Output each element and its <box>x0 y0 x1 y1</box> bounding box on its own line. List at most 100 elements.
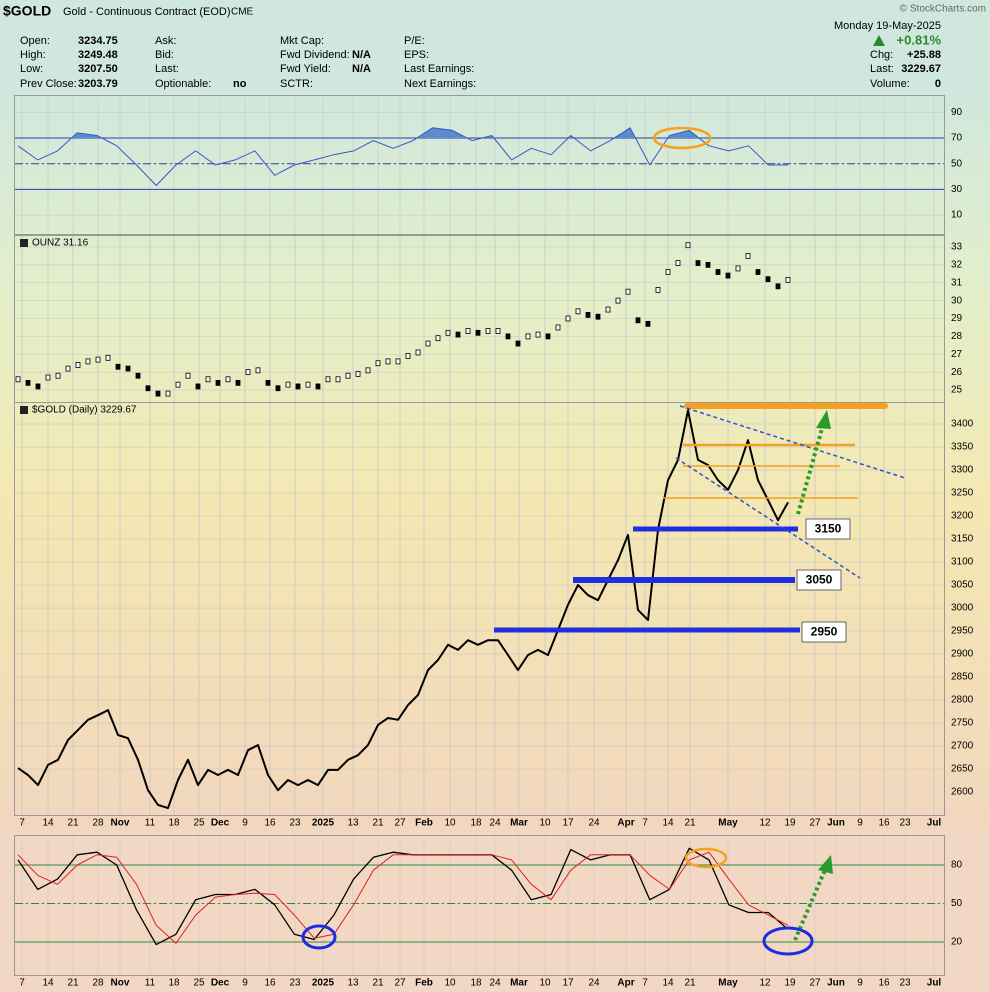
info-label: EPS: <box>404 49 429 61</box>
info-value: 3249.48 <box>78 49 118 61</box>
x-tick-label: Jul <box>927 818 942 829</box>
close-mark <box>475 329 481 336</box>
close-mark <box>595 313 601 320</box>
close-mark <box>775 283 781 290</box>
info-label: Bid: <box>155 49 174 61</box>
info-label: Mkt Cap: <box>280 35 324 47</box>
close-mark <box>15 376 21 383</box>
green-arrowhead <box>816 410 831 429</box>
close-mark <box>305 381 311 388</box>
close-mark <box>605 306 611 313</box>
x-tick-label: 9 <box>242 978 248 989</box>
info-label: P/E: <box>404 35 425 47</box>
x-tick-label: 12 <box>759 978 771 989</box>
x-tick-label: 21 <box>684 978 696 989</box>
y-tick-label: 3350 <box>951 442 974 453</box>
y-tick-label: 2750 <box>951 718 974 729</box>
x-tick-label: 10 <box>444 818 456 829</box>
x-tick-label: 21 <box>372 978 384 989</box>
info-value: no <box>233 78 247 90</box>
stoch-border <box>14 835 945 976</box>
x-tick-label: 16 <box>878 818 890 829</box>
close-mark <box>445 329 451 336</box>
close-mark <box>615 297 621 304</box>
y-tick-label: 3200 <box>951 511 974 522</box>
close-mark <box>365 367 371 374</box>
y-tick-label: 20 <box>951 937 963 948</box>
close-mark <box>675 260 681 266</box>
close-mark <box>215 379 221 386</box>
x-tick-label: 21 <box>372 818 384 829</box>
annotation-label: 3150 <box>815 522 842 536</box>
highlight-circle <box>301 924 337 950</box>
close-mark <box>175 381 181 388</box>
source: © StockCharts.com <box>900 4 986 15</box>
x-tick-label: Nov <box>111 978 130 989</box>
close-mark <box>525 333 531 340</box>
quote-label: Chg: <box>870 49 893 61</box>
x-tick-label: 24 <box>588 818 600 829</box>
panel-label-icon <box>20 406 28 414</box>
x-tick-label: 18 <box>168 978 180 989</box>
x-tick-label: 7 <box>642 978 648 989</box>
close-mark <box>785 276 791 283</box>
x-tick-label: 2025 <box>312 818 335 829</box>
annotation-box <box>801 621 847 643</box>
line <box>17 847 789 946</box>
close-mark <box>135 372 141 379</box>
close-mark <box>235 379 241 386</box>
x-tick-label: 13 <box>347 978 359 989</box>
trend-line <box>675 457 861 579</box>
x-tick-label: Jun <box>827 818 845 829</box>
line <box>17 851 789 944</box>
annotations <box>301 126 906 956</box>
close-mark <box>285 381 291 388</box>
close-mark <box>485 328 491 334</box>
close-mark <box>25 379 31 386</box>
annotation-box <box>796 569 842 591</box>
x-tick-label: Nov <box>111 818 130 829</box>
info-label: SCTR: <box>280 78 313 90</box>
close-mark <box>655 286 661 293</box>
close-mark <box>585 312 591 318</box>
y-tick-label: 2600 <box>951 787 974 798</box>
y-tick-label: 80 <box>951 860 963 871</box>
close-mark <box>125 365 131 372</box>
up-arrow-icon <box>873 35 885 46</box>
panel-label: OUNZ 31.16 <box>32 238 89 249</box>
highlight-circle <box>684 847 728 869</box>
x-tick-label: Mar <box>510 978 528 989</box>
x-tick-label: 13 <box>347 818 359 829</box>
quote-label: Last: <box>870 63 894 75</box>
y-tick-label: 70 <box>951 133 963 144</box>
y-tick-label: 3000 <box>951 603 974 614</box>
y-tick-label: 30 <box>951 295 963 306</box>
close-mark <box>755 269 761 275</box>
x-tick-label: 11 <box>145 978 156 989</box>
x-tick-label: 23 <box>289 818 301 829</box>
close-mark <box>95 356 101 363</box>
x-tick-label: Mar <box>510 818 528 829</box>
exchange: CME <box>231 7 254 18</box>
x-tick-label: 23 <box>899 818 911 829</box>
y-tick-label: 27 <box>951 349 963 360</box>
close-mark <box>195 383 201 390</box>
close-mark <box>455 331 461 338</box>
label-layer: Open: 3234.75 High: 3249.48 Low: 3207.50Prev … <box>19 35 973 989</box>
x-tick-label: 17 <box>562 818 574 829</box>
close-mark <box>725 272 731 279</box>
close-mark <box>765 276 771 283</box>
close-mark <box>555 324 561 331</box>
close-mark <box>645 320 651 327</box>
x-tick-label: 10 <box>539 818 551 829</box>
close-mark <box>335 376 341 383</box>
y-tick-label: 33 <box>951 242 963 253</box>
close-mark <box>345 372 351 379</box>
close-mark <box>625 288 631 295</box>
y-tick-label: 90 <box>951 107 963 118</box>
panel-borders <box>14 95 945 976</box>
close-mark <box>665 269 671 275</box>
info-label: Prev Close: <box>20 78 77 90</box>
x-tick-label: 21 <box>67 978 79 989</box>
